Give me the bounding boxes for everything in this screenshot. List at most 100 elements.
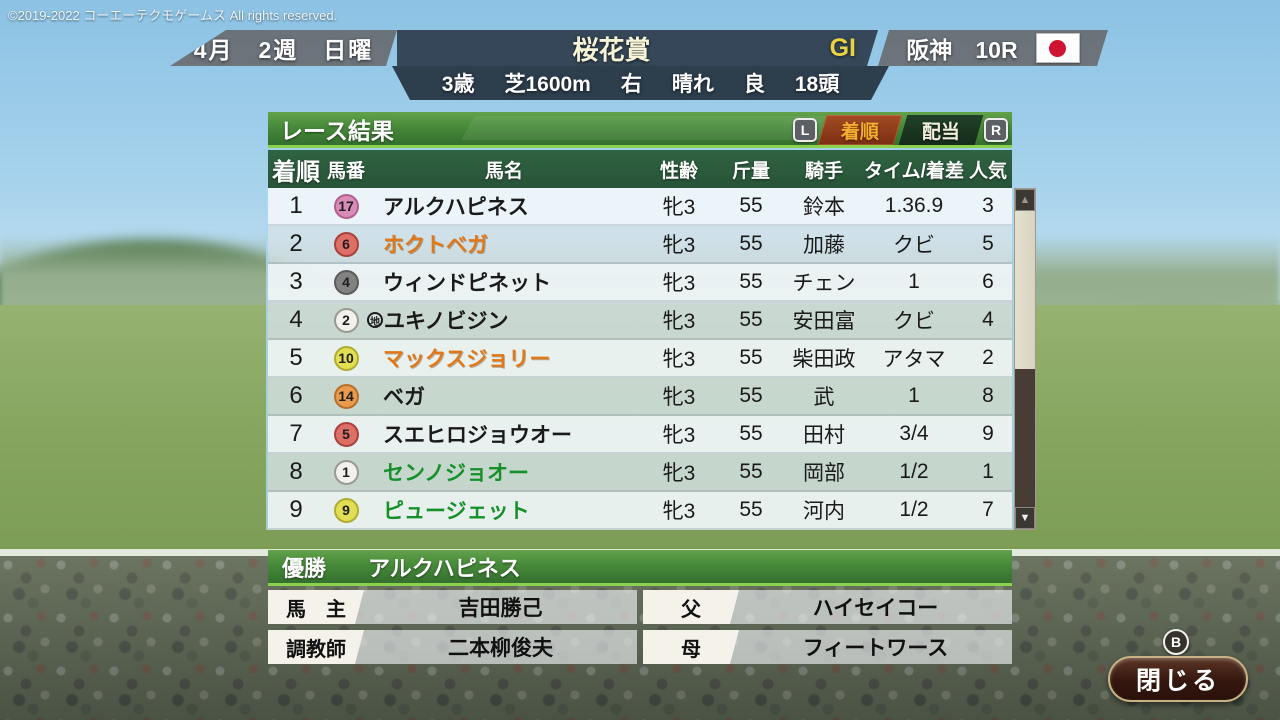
col-horse-number: 馬番 bbox=[326, 160, 365, 182]
time-margin-value: 3/4 bbox=[899, 422, 929, 445]
weight-value: 55 bbox=[739, 384, 763, 407]
col-rank: 着順 bbox=[272, 158, 320, 186]
col-jockey: 騎手 bbox=[804, 160, 843, 182]
jockey-name: 田村 bbox=[803, 424, 845, 447]
left-bumper-button[interactable]: L bbox=[793, 118, 817, 142]
scrollbar-thumb[interactable] bbox=[1015, 211, 1035, 369]
sex-age-value: 牝3 bbox=[662, 500, 696, 523]
col-weight: 斤量 bbox=[731, 160, 770, 182]
sex-age-value: 牝3 bbox=[662, 310, 696, 333]
horse-name: マックスジョリー bbox=[383, 348, 551, 371]
sex-age-value: 牝3 bbox=[662, 234, 696, 257]
horse-name: ベガ bbox=[383, 386, 425, 409]
sex-age-value: 牝3 bbox=[662, 424, 696, 447]
venue-text: 阪神 10R bbox=[906, 37, 1018, 63]
horse-name: ピュージェット bbox=[383, 500, 530, 523]
rank-value: 6 bbox=[289, 382, 303, 409]
tab-finish-order[interactable]: 着順 bbox=[817, 115, 903, 145]
results-table: 1 17 アルクハピネス 牝3 55 鈴本 1.36.9 3 2 6 ホクトベガ… bbox=[266, 188, 1014, 530]
detail-cell: 父 ハイセイコー bbox=[643, 590, 1012, 624]
time-margin-value: 1.36.9 bbox=[884, 194, 944, 217]
popularity-value: 1 bbox=[982, 460, 994, 483]
tab-bar: L 着順 配当 R bbox=[793, 115, 1008, 145]
jockey-name: チェン bbox=[792, 272, 856, 295]
sex-age-value: 牝3 bbox=[662, 196, 696, 219]
panel-title: レース結果 bbox=[280, 117, 394, 144]
popularity-value: 9 bbox=[982, 422, 994, 445]
winner-bar: 優勝 アルクハピネス bbox=[268, 550, 1012, 586]
horse-name: センノジョオー bbox=[383, 462, 529, 485]
detail-label: 母 bbox=[643, 630, 739, 664]
rank-value: 7 bbox=[289, 420, 303, 447]
scrollbar-track[interactable] bbox=[1015, 369, 1035, 507]
horse-number-badge: 6 bbox=[333, 231, 359, 257]
result-row: 4 2 地ユキノビジン 牝3 55 安田富 クビ 4 bbox=[268, 302, 1012, 340]
condition-item: 右 bbox=[620, 73, 642, 96]
jockey-name: 岡部 bbox=[803, 462, 845, 485]
result-row: 9 9 ピュージェット 牝3 55 河内 1/2 7 bbox=[268, 492, 1012, 530]
result-row: 5 10 マックスジョリー 牝3 55 柴田政 アタマ 2 bbox=[268, 340, 1012, 378]
tab-payouts[interactable]: 配当 bbox=[898, 115, 984, 145]
popularity-value: 8 bbox=[982, 384, 994, 407]
horse-name: ウィンドピネット bbox=[383, 272, 551, 295]
rank-value: 4 bbox=[289, 306, 303, 333]
detail-value: フィートワース bbox=[802, 637, 949, 660]
condition-item: 芝1600m bbox=[504, 73, 591, 96]
weight-value: 55 bbox=[739, 498, 763, 521]
rank-value: 8 bbox=[289, 458, 303, 485]
race-name: 桜花賞 bbox=[572, 34, 651, 65]
condition-item: 18頭 bbox=[794, 73, 840, 96]
horse-name: アルクハピネス bbox=[383, 196, 529, 219]
race-venue-bar: 阪神 10R bbox=[878, 30, 1108, 66]
col-popularity: 人気 bbox=[968, 160, 1007, 182]
right-bumper-button[interactable]: R bbox=[984, 118, 1008, 142]
race-conditions: 3歳 芝1600m 右 晴れ 良 18頭 bbox=[388, 66, 893, 100]
horse-number-badge: 5 bbox=[333, 421, 359, 447]
copyright-text: ©2019-2022 コーエーテクモゲームス All rights reserv… bbox=[8, 8, 338, 23]
detail-value: 吉田勝己 bbox=[458, 597, 543, 620]
popularity-value: 4 bbox=[982, 308, 994, 331]
race-grade: GI bbox=[829, 33, 856, 62]
jockey-name: 鈴本 bbox=[803, 196, 845, 219]
detail-label: 馬 主 bbox=[268, 590, 364, 624]
winner-details: 馬 主 吉田勝己 父 ハイセイコー 調教師 二本柳俊夫 母 フィートワース bbox=[268, 590, 1012, 664]
popularity-value: 7 bbox=[982, 498, 994, 521]
sex-age-value: 牝3 bbox=[662, 348, 696, 371]
rank-value: 2 bbox=[289, 230, 303, 257]
detail-value: ハイセイコー bbox=[812, 597, 939, 620]
detail-cell: 調教師 二本柳俊夫 bbox=[268, 630, 637, 664]
rank-value: 5 bbox=[289, 344, 303, 371]
jockey-name: 加藤 bbox=[803, 234, 845, 257]
gamepad-b-icon: B bbox=[1163, 629, 1189, 655]
winner-label: 優勝 bbox=[282, 555, 327, 581]
condition-item: 3歳 bbox=[441, 73, 475, 96]
weight-value: 55 bbox=[739, 422, 763, 445]
regional-horse-icon: 地 bbox=[367, 312, 383, 328]
close-button[interactable]: 閉じる bbox=[1108, 656, 1248, 702]
horse-name: 地ユキノビジン bbox=[367, 305, 640, 335]
table-scrollbar[interactable]: ▲ ▼ bbox=[1014, 188, 1036, 530]
result-row: 1 17 アルクハピネス 牝3 55 鈴本 1.36.9 3 bbox=[268, 188, 1012, 226]
scroll-up-button[interactable]: ▲ bbox=[1015, 189, 1035, 211]
popularity-value: 3 bbox=[982, 194, 994, 217]
condition-item: 晴れ bbox=[671, 73, 714, 96]
weight-value: 55 bbox=[739, 270, 763, 293]
japan-flag-icon bbox=[1036, 33, 1080, 63]
results-panel-header: レース結果 L 着順 配当 R bbox=[268, 112, 1012, 148]
col-horse-name: 馬名 bbox=[484, 160, 523, 182]
horse-number-badge: 4 bbox=[333, 269, 359, 295]
jockey-name: 安田富 bbox=[792, 310, 856, 333]
result-row: 3 4 ウィンドピネット 牝3 55 チェン 1 6 bbox=[268, 264, 1012, 302]
result-row: 6 14 ベガ 牝3 55 武 1 8 bbox=[268, 378, 1012, 416]
race-title-bar: 桜花賞 GI bbox=[397, 30, 878, 66]
jockey-name: 河内 bbox=[803, 500, 845, 523]
popularity-value: 6 bbox=[982, 270, 994, 293]
scroll-down-button[interactable]: ▼ bbox=[1015, 507, 1035, 529]
time-margin-value: 1 bbox=[908, 270, 920, 293]
col-sex-age: 性齢 bbox=[659, 160, 698, 182]
popularity-value: 2 bbox=[982, 346, 994, 369]
jockey-name: 柴田政 bbox=[792, 348, 856, 371]
winner-horse-name: アルクハピネス bbox=[368, 555, 521, 581]
sex-age-value: 牝3 bbox=[662, 272, 696, 295]
weight-value: 55 bbox=[739, 346, 763, 369]
